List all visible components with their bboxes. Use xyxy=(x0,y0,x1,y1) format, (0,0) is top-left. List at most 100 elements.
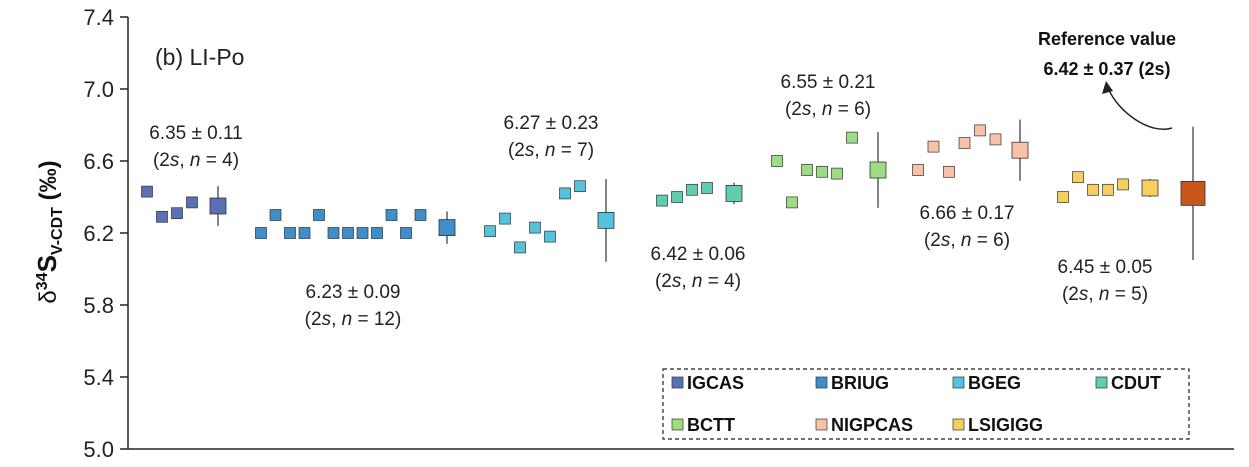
y-tick-label: 6.2 xyxy=(83,221,114,246)
point-briug xyxy=(414,209,427,221)
legend-swatch-briug xyxy=(815,376,828,389)
mean-label-igcas: 6.35 ± 0.11 xyxy=(149,123,243,144)
y-axis-label-delta: δ xyxy=(35,290,62,303)
point-nigpcas xyxy=(989,133,1002,146)
mean-lsigigg xyxy=(1141,179,1159,197)
mean-label-lsigigg: 6.45 ± 0.05 xyxy=(1058,257,1153,278)
point-lsigigg xyxy=(1102,183,1114,196)
point-bgeg xyxy=(529,221,541,234)
reference-title: Reference value xyxy=(1038,29,1176,49)
point-bgeg xyxy=(559,187,571,200)
y-axis-label-sub: V-CDT xyxy=(49,207,66,255)
legend-label-briug: BRIUG xyxy=(831,373,889,393)
y-tick-label: 5.4 xyxy=(83,365,114,390)
point-lsigigg xyxy=(1117,178,1129,191)
point-cdut xyxy=(671,191,683,203)
point-bgeg xyxy=(514,241,526,254)
point-cdut xyxy=(686,183,698,196)
legend-swatch-igcas xyxy=(671,376,684,389)
point-igcas xyxy=(186,196,198,209)
n-label-nigpcas: (2s, n = 6) xyxy=(924,230,1010,251)
n-label-bctt: (2s, n = 6) xyxy=(785,99,871,120)
y-axis-label-main: S xyxy=(32,255,62,272)
n-label-igcas: (2s, n = 4) xyxy=(153,150,239,171)
point-bctt xyxy=(816,165,828,178)
mean-nigpcas xyxy=(1011,141,1029,159)
point-bgeg xyxy=(574,180,586,193)
point-bgeg xyxy=(544,230,556,243)
mean-bctt xyxy=(869,161,887,179)
point-briug xyxy=(269,209,282,221)
mean-label-nigpcas: 6.66 ± 0.17 xyxy=(920,203,1015,224)
point-bctt xyxy=(786,196,798,209)
mean-label-bgeg: 6.27 ± 0.23 xyxy=(504,113,599,134)
n-label-lsigigg: (2s, n = 5) xyxy=(1062,284,1148,305)
point-bgeg xyxy=(499,212,511,225)
legend-label-bgeg: BGEG xyxy=(968,373,1021,393)
point-nigpcas xyxy=(943,165,955,178)
reference-arrow xyxy=(1107,87,1173,130)
point-igcas xyxy=(156,210,168,223)
point-bctt xyxy=(846,131,858,144)
legend: IGCAS BRIUG BGEG CDUT BCTT NIGPCAS LSIGIGG xyxy=(671,373,1161,435)
point-cdut xyxy=(656,194,668,207)
y-axis-label-sup: 34 xyxy=(34,272,51,290)
y-tick-label: 5.8 xyxy=(83,293,114,318)
point-igcas xyxy=(141,185,153,198)
legend-label-bctt: BCTT xyxy=(687,415,735,435)
point-lsigigg xyxy=(1087,183,1099,196)
legend-label-lsigigg: LSIGIGG xyxy=(968,415,1043,435)
point-nigpcas xyxy=(927,140,940,153)
mean-igcas xyxy=(209,197,227,215)
data-marks xyxy=(141,119,1206,262)
n-label-cdut: (2s, n = 4) xyxy=(655,271,741,292)
point-briug xyxy=(313,209,325,221)
point-lsigigg xyxy=(1057,191,1069,203)
point-nigpcas xyxy=(974,124,986,137)
mean-bgeg xyxy=(597,211,615,229)
legend-swatch-bctt xyxy=(671,418,684,431)
group-annotations: 6.35 ± 0.11 (2s, n = 4) 6.23 ± 0.09 (2s, n … xyxy=(149,72,1152,330)
mean-label-briug: 6.23 ± 0.09 xyxy=(306,282,401,303)
legend-box xyxy=(662,368,1190,440)
reference-mark xyxy=(1180,180,1206,206)
point-bctt xyxy=(771,155,783,167)
point-bctt xyxy=(801,164,813,176)
legend-label-nigpcas: NIGPCAS xyxy=(831,415,913,435)
point-nigpcas xyxy=(958,137,971,149)
reference-arrowhead xyxy=(1102,81,1113,94)
point-briug xyxy=(356,227,369,239)
point-lsigigg xyxy=(1072,171,1084,184)
point-briug xyxy=(342,227,354,239)
mean-label-cdut: 6.42 ± 0.06 xyxy=(651,244,746,265)
point-briug xyxy=(371,227,383,239)
point-bgeg xyxy=(484,225,496,238)
n-label-briug: (2s, n = 12) xyxy=(305,309,402,330)
mean-briug xyxy=(438,219,456,237)
legend-label-igcas: IGCAS xyxy=(687,373,744,393)
legend-swatch-nigpcas xyxy=(815,418,828,431)
y-axis-label: δ34SV-CDT (‰) xyxy=(32,160,66,303)
legend-swatch-bgeg xyxy=(952,376,965,389)
y-tick-label: 7.0 xyxy=(83,77,114,102)
point-briug xyxy=(400,227,412,239)
y-tick-label: 5.0 xyxy=(83,437,114,462)
mean-cdut xyxy=(725,184,743,202)
point-cdut xyxy=(701,182,713,194)
point-igcas xyxy=(171,207,183,220)
y-tick-label: 6.6 xyxy=(83,149,114,174)
mean-label-bctt: 6.55 ± 0.21 xyxy=(781,72,876,93)
y-axis-label-unit: (‰) xyxy=(35,160,62,207)
point-briug xyxy=(327,227,340,239)
point-briug xyxy=(385,209,398,221)
point-bctt xyxy=(831,167,843,180)
y-ticks: 5.0 5.4 5.8 6.2 6.6 7.0 7.4 xyxy=(83,5,128,462)
legend-swatch-cdut xyxy=(1095,376,1108,389)
point-briug xyxy=(284,227,296,239)
point-briug xyxy=(298,227,311,239)
point-briug xyxy=(255,227,267,239)
point-nigpcas xyxy=(912,164,924,176)
n-label-bgeg: (2s, n = 7) xyxy=(508,140,594,161)
panel-label: (b) LI-Po xyxy=(155,44,244,70)
